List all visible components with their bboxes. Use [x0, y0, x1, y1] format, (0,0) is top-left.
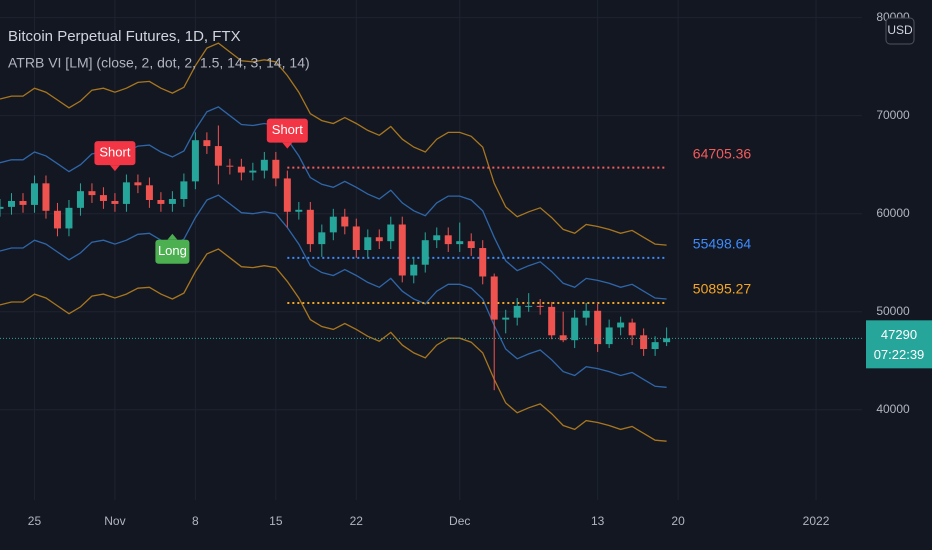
band-line: [0, 42, 667, 246]
candle-body: [283, 178, 291, 212]
candle-body: [352, 226, 360, 250]
signal-box: [94, 141, 136, 166]
candle-body: [525, 305, 533, 307]
x-tick-label: Nov: [104, 514, 125, 528]
candle-body: [260, 159, 268, 171]
candle-body: [76, 191, 84, 208]
candle-body: [19, 200, 27, 205]
candle-body: [329, 216, 337, 233]
candle-body: [191, 140, 199, 182]
candle-body: [65, 207, 73, 229]
candle-body: [663, 338, 671, 343]
candle-body: [582, 310, 590, 318]
candle-body: [421, 240, 429, 265]
candle-body: [7, 200, 15, 207]
candle-body: [594, 310, 602, 345]
band-line: [0, 194, 667, 388]
currency-button[interactable]: [885, 17, 915, 45]
x-tick-label: 8: [192, 514, 199, 528]
candle-body: [375, 237, 383, 242]
candle-body: [559, 335, 567, 341]
x-tick-label: Dec: [449, 514, 470, 528]
x-tick-label: 2022: [803, 514, 830, 528]
candle-body: [134, 182, 142, 186]
indicator-label: ATRB VI [LM] (close, 2, dot, 2, 1.5, 14,…: [8, 55, 310, 71]
signal-box: [155, 239, 190, 264]
candle-body: [640, 335, 648, 350]
signal-pointer: [167, 233, 178, 240]
candle-body: [226, 165, 234, 167]
candle-body: [53, 210, 61, 229]
candle-body: [99, 195, 107, 201]
candle-body: [88, 191, 96, 196]
y-tick-label: 40000: [876, 402, 910, 416]
candle-body: [364, 237, 372, 250]
y-tick-label: 50000: [876, 304, 910, 318]
candle-body: [490, 276, 498, 320]
candle-body: [479, 248, 487, 277]
last-price-box: [866, 320, 932, 369]
candle-body: [42, 183, 50, 211]
signal-pointer: [282, 142, 293, 149]
candle-body: [249, 170, 257, 173]
level-label: 64705.36: [693, 145, 752, 161]
y-tick-label: 60000: [876, 206, 910, 220]
chart-title: Bitcoin Perpetual Futures, 1D, FTX: [8, 28, 241, 45]
candle-body: [122, 182, 130, 204]
candle-body: [513, 305, 521, 318]
candle-body: [272, 159, 280, 179]
signal-label: Short: [272, 122, 303, 137]
signal-pointer: [109, 165, 120, 172]
currency-label[interactable]: USD: [887, 23, 913, 37]
candle-body: [536, 305, 544, 307]
candle-body: [295, 209, 303, 212]
x-tick-label: 25: [28, 514, 42, 528]
candle-body: [410, 264, 418, 276]
candle-body: [467, 241, 475, 249]
level-label: 55498.64: [693, 236, 752, 252]
candle-body: [433, 235, 441, 241]
candle-body: [502, 317, 510, 320]
candle-body: [341, 216, 349, 227]
candle-body: [306, 209, 314, 245]
candle-body: [111, 200, 119, 204]
candle-body: [168, 199, 176, 204]
candle-body: [0, 206, 4, 209]
candle-body: [157, 200, 165, 204]
candle-body: [145, 185, 153, 200]
candle-body: [444, 235, 452, 245]
candle-body: [398, 224, 406, 276]
countdown-label: 07:22:39: [874, 347, 925, 362]
candle-body: [548, 306, 556, 336]
candle-body: [571, 317, 579, 341]
candle-body: [180, 181, 188, 200]
candle-body: [318, 232, 326, 245]
candle-body: [456, 241, 464, 245]
level-label: 50895.27: [693, 281, 752, 297]
x-tick-label: 13: [591, 514, 605, 528]
candle-body: [203, 140, 211, 147]
candle-body: [387, 224, 395, 242]
signal-box: [266, 118, 308, 143]
candle-body: [214, 146, 222, 166]
signal-label: Long: [158, 243, 187, 258]
candle-body: [617, 322, 625, 328]
candle-body: [30, 183, 38, 205]
band-line: [0, 248, 667, 442]
candle-body: [237, 166, 245, 173]
candle-body: [628, 322, 636, 336]
y-tick-label: 70000: [876, 108, 910, 122]
candle-body: [605, 327, 613, 345]
signal-label: Short: [99, 145, 130, 160]
x-tick-label: 15: [269, 514, 283, 528]
candle-body: [651, 342, 659, 350]
x-tick-label: 20: [671, 514, 685, 528]
last-price-label: 47290: [881, 327, 917, 342]
x-tick-label: 22: [350, 514, 364, 528]
